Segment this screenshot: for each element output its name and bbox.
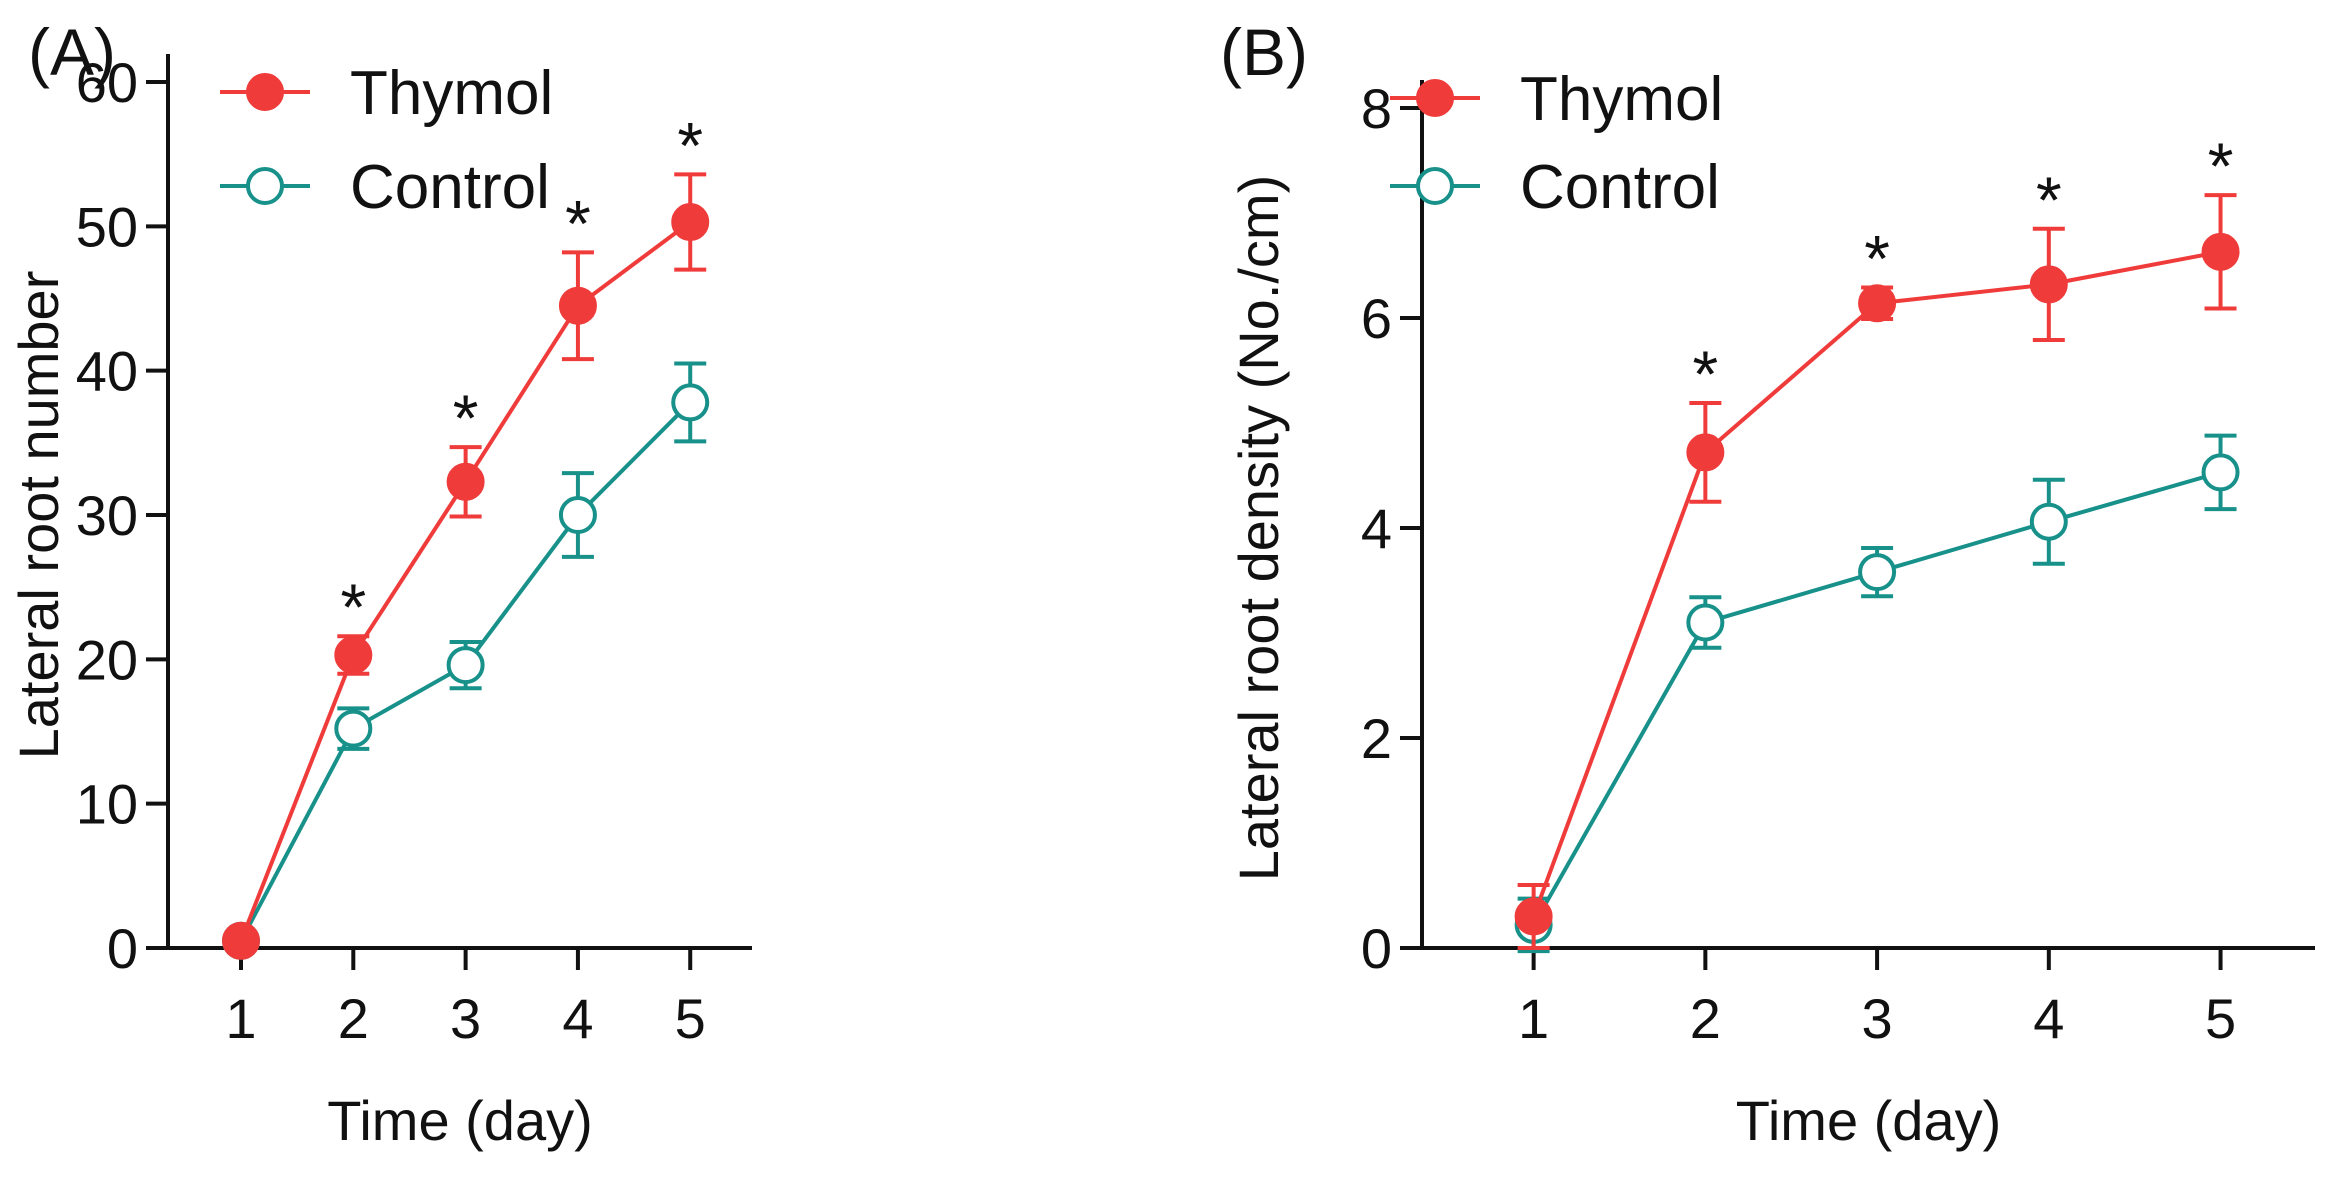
data-point-thymol: [446, 462, 485, 501]
x-tick-label: 5: [675, 987, 706, 1050]
series-control: [1514, 433, 2240, 954]
data-point-thymol: [1514, 897, 1553, 936]
data-point-thymol: [334, 636, 373, 675]
legend-marker-thymol: [246, 73, 284, 111]
x-tick-label: 2: [338, 987, 369, 1050]
legend-label-control: Control: [1520, 153, 1720, 222]
legend-label-thymol: Thymol: [350, 59, 553, 128]
significance-star: *: [453, 381, 479, 455]
x-tick-label: 3: [450, 987, 481, 1050]
x-tick-label: 2: [1690, 987, 1721, 1050]
data-point-thymol: [671, 203, 710, 242]
y-tick-label: 0: [107, 917, 138, 980]
chart-panel-b: (B) 0 2 4 6 8 1 2 3 4 5 Time (day) Lateral root dens…: [1220, 15, 2315, 1152]
x-tick-label: 3: [1862, 987, 1893, 1050]
series-thymol: [1514, 193, 2240, 950]
y-tick-label: 2: [1361, 707, 1392, 770]
significance-star: *: [1864, 222, 1890, 296]
data-point-control: [1858, 553, 1897, 592]
panel-label: (A): [28, 15, 116, 89]
x-axis-title: Time (day): [1736, 1089, 2002, 1152]
y-tick-label: 50: [76, 195, 138, 258]
data-point-control: [671, 383, 710, 422]
y-tick-label: 6: [1361, 287, 1392, 350]
data-point-thymol: [1858, 284, 1897, 323]
x-axis-title: Time (day): [327, 1089, 593, 1152]
significance-star: *: [2208, 129, 2234, 203]
panel-label: (B): [1220, 15, 1308, 89]
data-point-thymol: [2029, 265, 2068, 304]
data-point-control: [2201, 453, 2240, 492]
x-tick-label: 1: [225, 987, 256, 1050]
y-axis-title: Lateral root density (No./cm): [1227, 175, 1290, 881]
significance-star: *: [2036, 163, 2062, 237]
data-point-control: [446, 646, 485, 685]
y-tick-label: 0: [1361, 917, 1392, 980]
series-line-thymol: [239, 220, 692, 942]
legend: Thymol Control: [1390, 65, 1723, 222]
series-line-control: [1531, 470, 2222, 926]
y-axis-title: Lateral root number: [7, 271, 70, 760]
legend-marker-control: [1416, 167, 1454, 205]
y-tick-label: 40: [76, 340, 138, 403]
y-tick-label: 8: [1361, 77, 1392, 140]
data-point-thymol: [2201, 232, 2240, 271]
y-tick-label: 30: [76, 484, 138, 547]
data-point-control: [1686, 603, 1725, 642]
y-tick-label: 60: [76, 51, 138, 114]
y-tick-label: 4: [1361, 497, 1392, 560]
chart-panel-a: (A) 0 10 20 30 40 50 60 1 2 3 4 5 Time (day) Lateral r…: [7, 15, 752, 1152]
legend-marker-control: [246, 167, 284, 205]
legend-label-thymol: Thymol: [1520, 65, 1723, 134]
x-tick-label: 4: [2033, 987, 2064, 1050]
significance-star: *: [340, 570, 366, 644]
x-tick-label: 5: [2205, 987, 2236, 1050]
x-tick-label: 1: [1518, 987, 1549, 1050]
series-thymol: [222, 172, 710, 960]
data-point-thymol: [222, 921, 260, 960]
y-tick-label: 10: [76, 773, 138, 836]
legend: Thymol Control: [220, 59, 553, 222]
data-point-control: [334, 709, 373, 748]
data-point-thymol: [1686, 433, 1725, 472]
data-point-control: [558, 496, 597, 534]
legend-label-control: Control: [350, 153, 550, 222]
data-point-thymol: [558, 286, 597, 325]
x-tick-label: 4: [562, 987, 593, 1050]
significance-star: *: [565, 186, 591, 260]
y-tick-label: 20: [76, 628, 138, 691]
legend-marker-thymol: [1416, 79, 1454, 117]
data-point-control: [2029, 502, 2068, 541]
significance-star: *: [1693, 337, 1719, 411]
significance-star: *: [677, 108, 703, 182]
